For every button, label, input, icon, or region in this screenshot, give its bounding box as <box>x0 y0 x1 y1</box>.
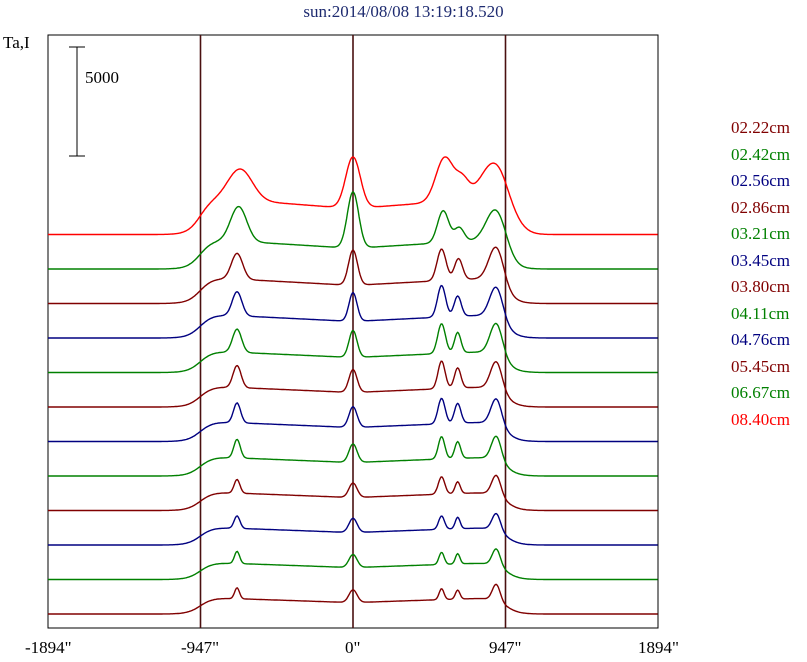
series-line-08.40cm <box>48 156 658 236</box>
x-tick-label: 0" <box>345 638 361 657</box>
series-line-02.86cm <box>48 474 658 512</box>
x-tick-label: 947" <box>489 638 522 657</box>
series-line-02.42cm <box>48 548 658 581</box>
series-line-03.21cm <box>48 435 658 477</box>
series-line-04.11cm <box>48 322 658 374</box>
chart-title: sun:2014/08/08 13:19:18.520 <box>303 2 504 21</box>
legend-item: 03.21cm <box>731 224 791 243</box>
legend-item: 03.45cm <box>731 250 791 270</box>
legend-item: 06.67cm <box>731 383 791 402</box>
y-axis-label: Ta,I <box>3 33 30 52</box>
scale-bar-label: 5000 <box>85 68 119 87</box>
legend-item: 02.56cm <box>731 171 791 190</box>
series-line-04.76cm <box>48 284 658 339</box>
series-line-03.45cm <box>48 397 658 443</box>
legend-item: 03.80cm <box>731 277 791 296</box>
legend-item: 02.22cm <box>731 118 791 137</box>
x-tick-label: -1894" <box>25 638 72 657</box>
x-tick-label: -947" <box>181 638 220 657</box>
legend-item: 04.11cm <box>731 303 790 323</box>
legend-item: 02.42cm <box>731 144 791 164</box>
legend-item: 04.76cm <box>731 330 791 349</box>
legend-item: 02.86cm <box>731 197 791 217</box>
series-line-05.45cm <box>48 246 658 305</box>
series-line-02.22cm <box>48 583 658 615</box>
series-line-03.80cm <box>48 360 658 408</box>
legend-item: 05.45cm <box>731 356 791 376</box>
series-line-02.56cm <box>48 512 658 546</box>
legend-item: 08.40cm <box>731 409 791 429</box>
series-line-06.67cm <box>48 191 658 270</box>
x-tick-label: 1894" <box>638 638 679 657</box>
